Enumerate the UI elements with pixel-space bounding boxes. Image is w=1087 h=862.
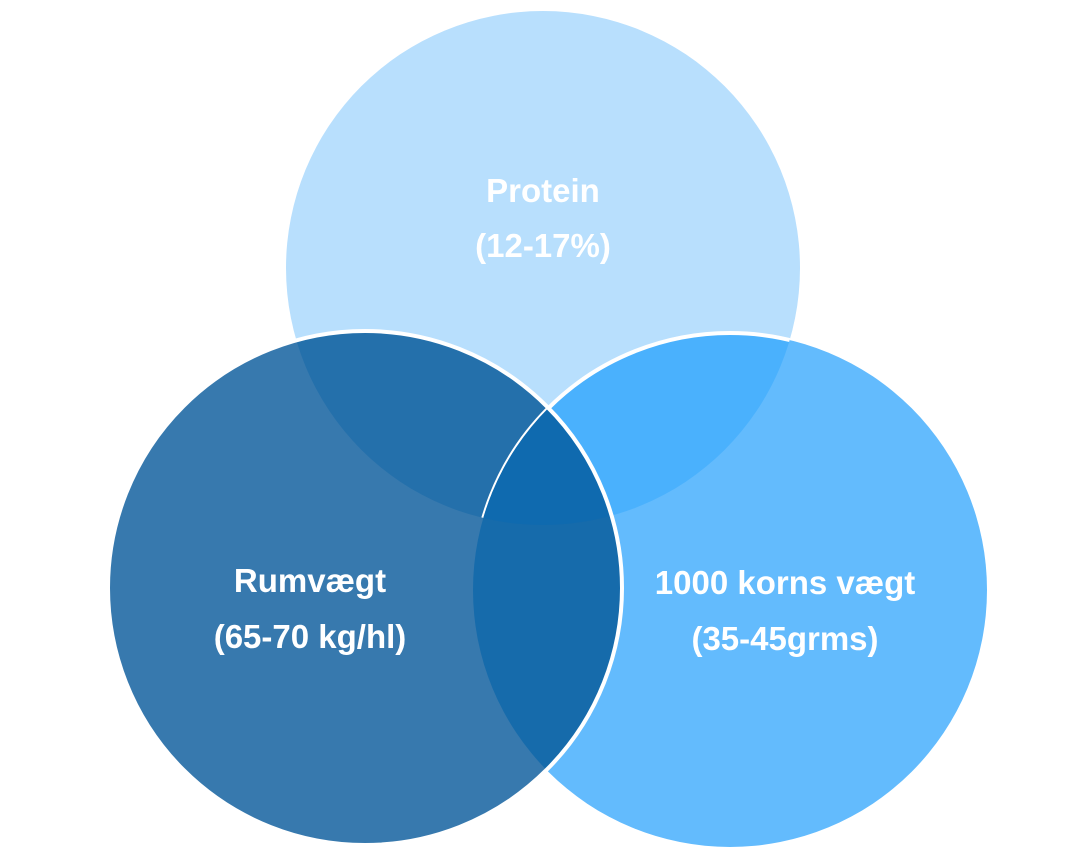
overlap-protein-rumvaegt (286, 331, 622, 525)
left-circle-border (106, 329, 624, 847)
korns-vaegt-range: (35-45grms) (691, 620, 878, 657)
overlap-protein-1000-korns (473, 333, 800, 525)
rumvaegt-range: (65-70 kg/hl) (214, 618, 407, 655)
protein-label: Protein (486, 172, 600, 209)
protein-range: (12-17%) (475, 227, 611, 264)
right-circle-border (471, 331, 800, 525)
korns-vaegt-label: 1000 korns vægt (655, 564, 915, 601)
rumvaegt-label: Rumvægt (234, 562, 386, 599)
